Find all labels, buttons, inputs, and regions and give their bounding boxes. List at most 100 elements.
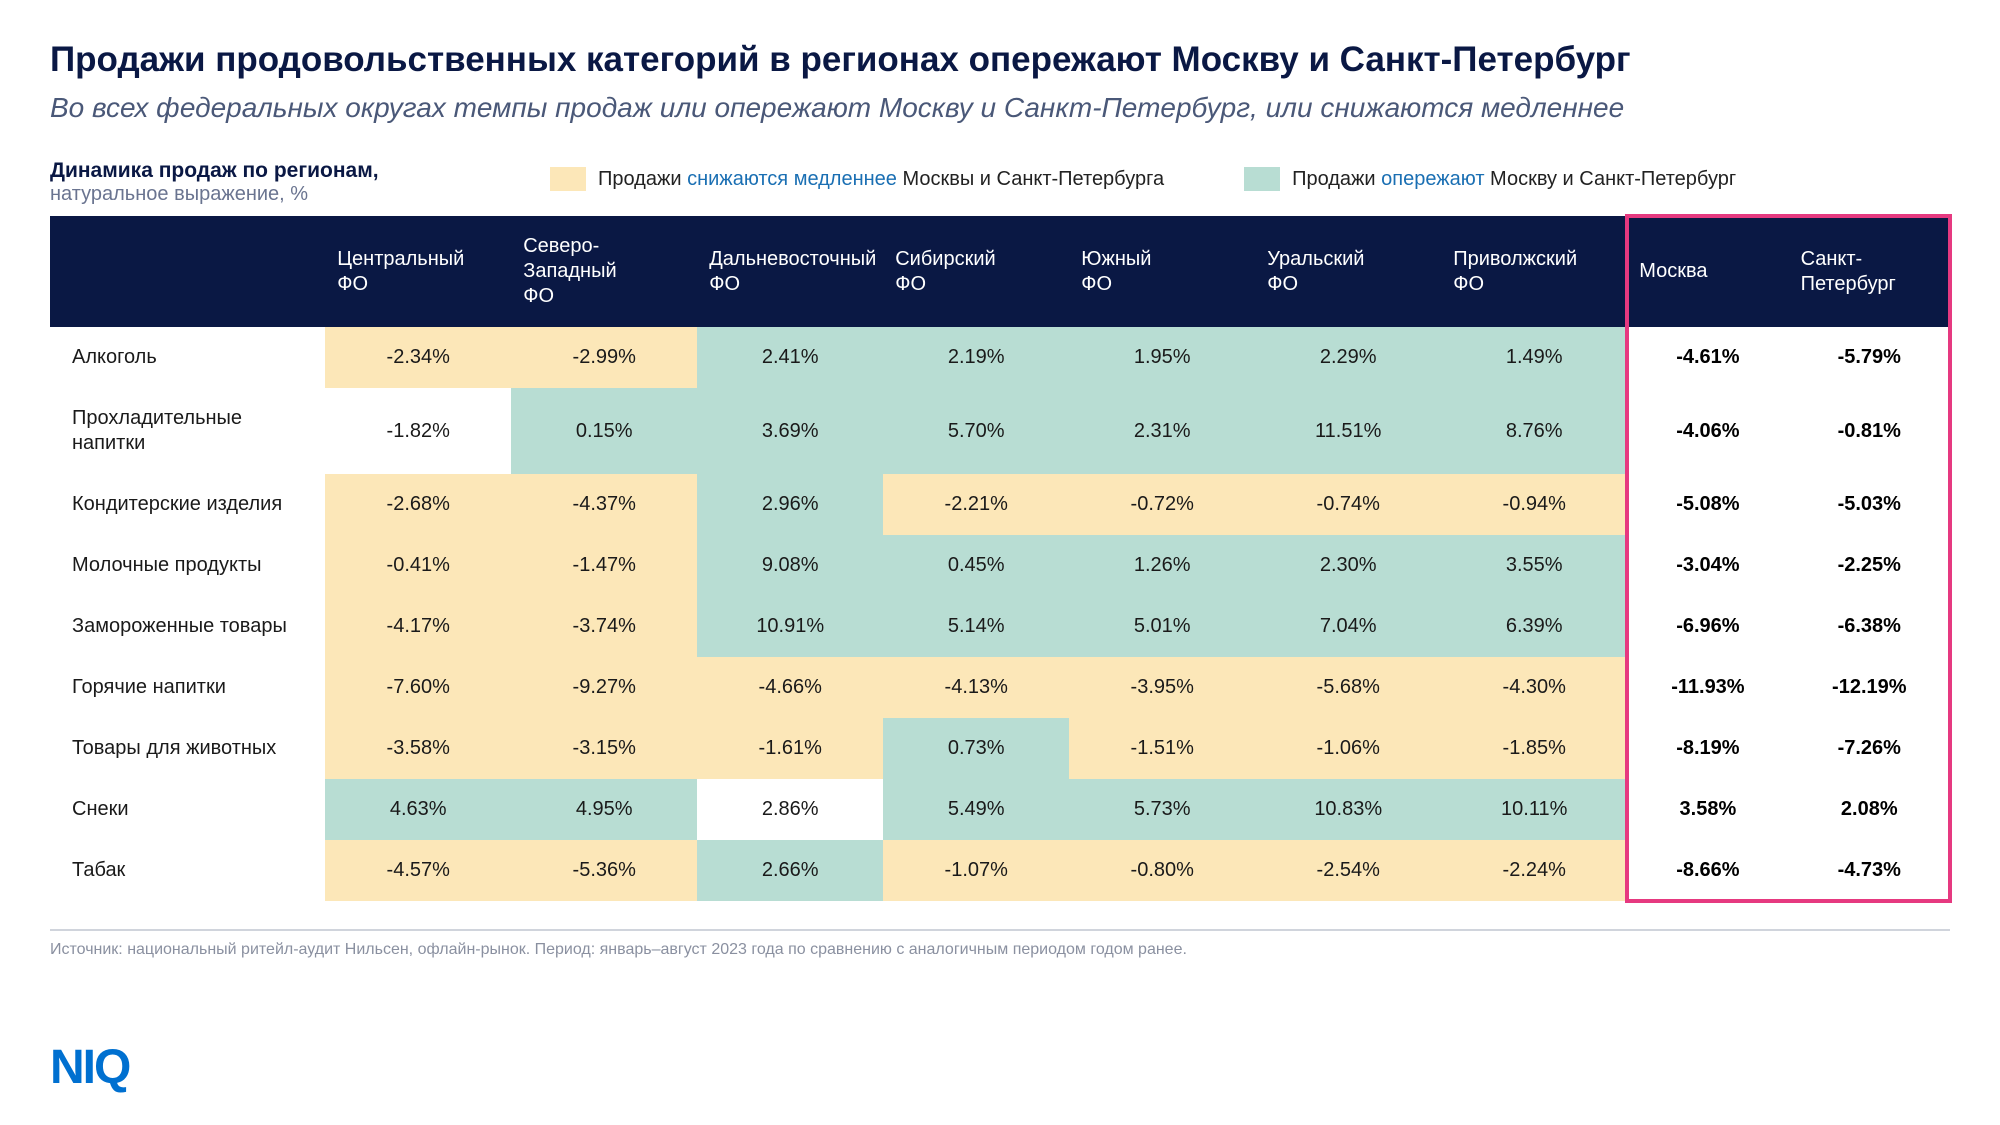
- data-cell: -1.61%: [697, 718, 883, 779]
- legend-swatch-slower: [550, 167, 586, 191]
- data-cell: 0.45%: [883, 535, 1069, 596]
- data-cell: -3.74%: [511, 596, 697, 657]
- reference-cell: -0.81%: [1789, 388, 1950, 474]
- row-label: Молочные продукты: [50, 535, 325, 596]
- data-cell: 9.08%: [697, 535, 883, 596]
- legend-row: Динамика продаж по регионам, натуральное…: [50, 159, 1950, 206]
- table-row: Горячие напитки-7.60%-9.27%-4.66%-4.13%-…: [50, 657, 1950, 718]
- data-cell: -4.37%: [511, 474, 697, 535]
- header-blank: [50, 216, 325, 327]
- reference-cell: -5.08%: [1627, 474, 1788, 535]
- header-region: ЦентральныйФО: [325, 216, 511, 327]
- legend-heading-line1: Динамика продаж по регионам,: [50, 159, 490, 183]
- row-label: Горячие напитки: [50, 657, 325, 718]
- legend-heading-line2: натуральное выражение, %: [50, 183, 490, 206]
- data-cell: -1.06%: [1255, 718, 1441, 779]
- header-region: УральскийФО: [1255, 216, 1441, 327]
- row-label: Кондитерские изделия: [50, 474, 325, 535]
- data-cell: -0.74%: [1255, 474, 1441, 535]
- reference-cell: -12.19%: [1789, 657, 1950, 718]
- data-cell: -4.57%: [325, 840, 511, 901]
- data-cell: 2.41%: [697, 327, 883, 388]
- data-cell: -3.58%: [325, 718, 511, 779]
- table-head: ЦентральныйФОСеверо-ЗападныйФОДальневост…: [50, 216, 1950, 327]
- data-cell: 10.83%: [1255, 779, 1441, 840]
- legend-item-ahead: Продажи опережают Москву и Санкт-Петербу…: [1244, 167, 1736, 191]
- reference-cell: -5.03%: [1789, 474, 1950, 535]
- data-cell: 5.49%: [883, 779, 1069, 840]
- table-row: Товары для животных-3.58%-3.15%-1.61%0.7…: [50, 718, 1950, 779]
- header-region: СибирскийФО: [883, 216, 1069, 327]
- reference-cell: -5.79%: [1789, 327, 1950, 388]
- reference-cell: -3.04%: [1627, 535, 1788, 596]
- header-region: Северо-ЗападныйФО: [511, 216, 697, 327]
- data-cell: -2.54%: [1255, 840, 1441, 901]
- data-cell: 3.55%: [1441, 535, 1627, 596]
- footnote: Источник: национальный ритейл-аудит Ниль…: [50, 929, 1950, 959]
- row-label: Прохладительные напитки: [50, 388, 325, 474]
- data-cell: 8.76%: [1441, 388, 1627, 474]
- niq-logo: NIQ: [50, 1040, 129, 1095]
- data-cell: 4.95%: [511, 779, 697, 840]
- data-cell: 2.30%: [1255, 535, 1441, 596]
- row-label: Снеки: [50, 779, 325, 840]
- data-cell: 7.04%: [1255, 596, 1441, 657]
- data-cell: -2.24%: [1441, 840, 1627, 901]
- data-cell: 5.73%: [1069, 779, 1255, 840]
- data-cell: 6.39%: [1441, 596, 1627, 657]
- row-label: Товары для животных: [50, 718, 325, 779]
- data-cell: 2.96%: [697, 474, 883, 535]
- reference-cell: -7.26%: [1789, 718, 1950, 779]
- table-row: Алкоголь-2.34%-2.99%2.41%2.19%1.95%2.29%…: [50, 327, 1950, 388]
- data-cell: -0.72%: [1069, 474, 1255, 535]
- data-cell: 10.11%: [1441, 779, 1627, 840]
- data-cell: 5.70%: [883, 388, 1069, 474]
- table-row: Снеки4.63%4.95%2.86%5.49%5.73%10.83%10.1…: [50, 779, 1950, 840]
- data-cell: 10.91%: [697, 596, 883, 657]
- data-cell: -2.99%: [511, 327, 697, 388]
- data-cell: 1.49%: [1441, 327, 1627, 388]
- data-cell: -4.66%: [697, 657, 883, 718]
- data-cell: 2.66%: [697, 840, 883, 901]
- data-cell: 4.63%: [325, 779, 511, 840]
- data-cell: 0.73%: [883, 718, 1069, 779]
- reference-cell: -4.61%: [1627, 327, 1788, 388]
- header-region: ДальневосточныйФО: [697, 216, 883, 327]
- legend-label-slower: Продажи снижаются медленнее Москвы и Сан…: [598, 168, 1164, 191]
- table-wrap: ЦентральныйФОСеверо-ЗападныйФОДальневост…: [50, 216, 1950, 901]
- data-cell: -1.82%: [325, 388, 511, 474]
- data-cell: -0.41%: [325, 535, 511, 596]
- data-cell: 2.31%: [1069, 388, 1255, 474]
- data-cell: 2.19%: [883, 327, 1069, 388]
- data-cell: -0.94%: [1441, 474, 1627, 535]
- row-label: Табак: [50, 840, 325, 901]
- legend-items: Продажи снижаются медленнее Москвы и Сан…: [550, 159, 1736, 191]
- reference-cell: 2.08%: [1789, 779, 1950, 840]
- data-cell: -3.95%: [1069, 657, 1255, 718]
- header-region: ПриволжскийФО: [1441, 216, 1627, 327]
- reference-cell: -8.66%: [1627, 840, 1788, 901]
- legend-heading: Динамика продаж по регионам, натуральное…: [50, 159, 490, 206]
- data-cell: -5.36%: [511, 840, 697, 901]
- data-cell: -7.60%: [325, 657, 511, 718]
- table-row: Прохладительные напитки-1.82%0.15%3.69%5…: [50, 388, 1950, 474]
- header-reference: Москва: [1627, 216, 1788, 327]
- data-cell: 1.26%: [1069, 535, 1255, 596]
- data-table: ЦентральныйФОСеверо-ЗападныйФОДальневост…: [50, 216, 1950, 901]
- data-cell: -5.68%: [1255, 657, 1441, 718]
- page-subtitle: Во всех федеральных округах темпы продаж…: [50, 92, 1950, 124]
- data-cell: 2.29%: [1255, 327, 1441, 388]
- data-cell: -4.17%: [325, 596, 511, 657]
- reference-cell: -4.73%: [1789, 840, 1950, 901]
- table-body: Алкоголь-2.34%-2.99%2.41%2.19%1.95%2.29%…: [50, 327, 1950, 901]
- data-cell: 5.14%: [883, 596, 1069, 657]
- reference-cell: -11.93%: [1627, 657, 1788, 718]
- legend-swatch-ahead: [1244, 167, 1280, 191]
- data-cell: 3.69%: [697, 388, 883, 474]
- data-cell: -2.21%: [883, 474, 1069, 535]
- data-cell: 1.95%: [1069, 327, 1255, 388]
- table-row: Молочные продукты-0.41%-1.47%9.08%0.45%1…: [50, 535, 1950, 596]
- data-cell: 11.51%: [1255, 388, 1441, 474]
- data-cell: -4.13%: [883, 657, 1069, 718]
- table-row: Табак-4.57%-5.36%2.66%-1.07%-0.80%-2.54%…: [50, 840, 1950, 901]
